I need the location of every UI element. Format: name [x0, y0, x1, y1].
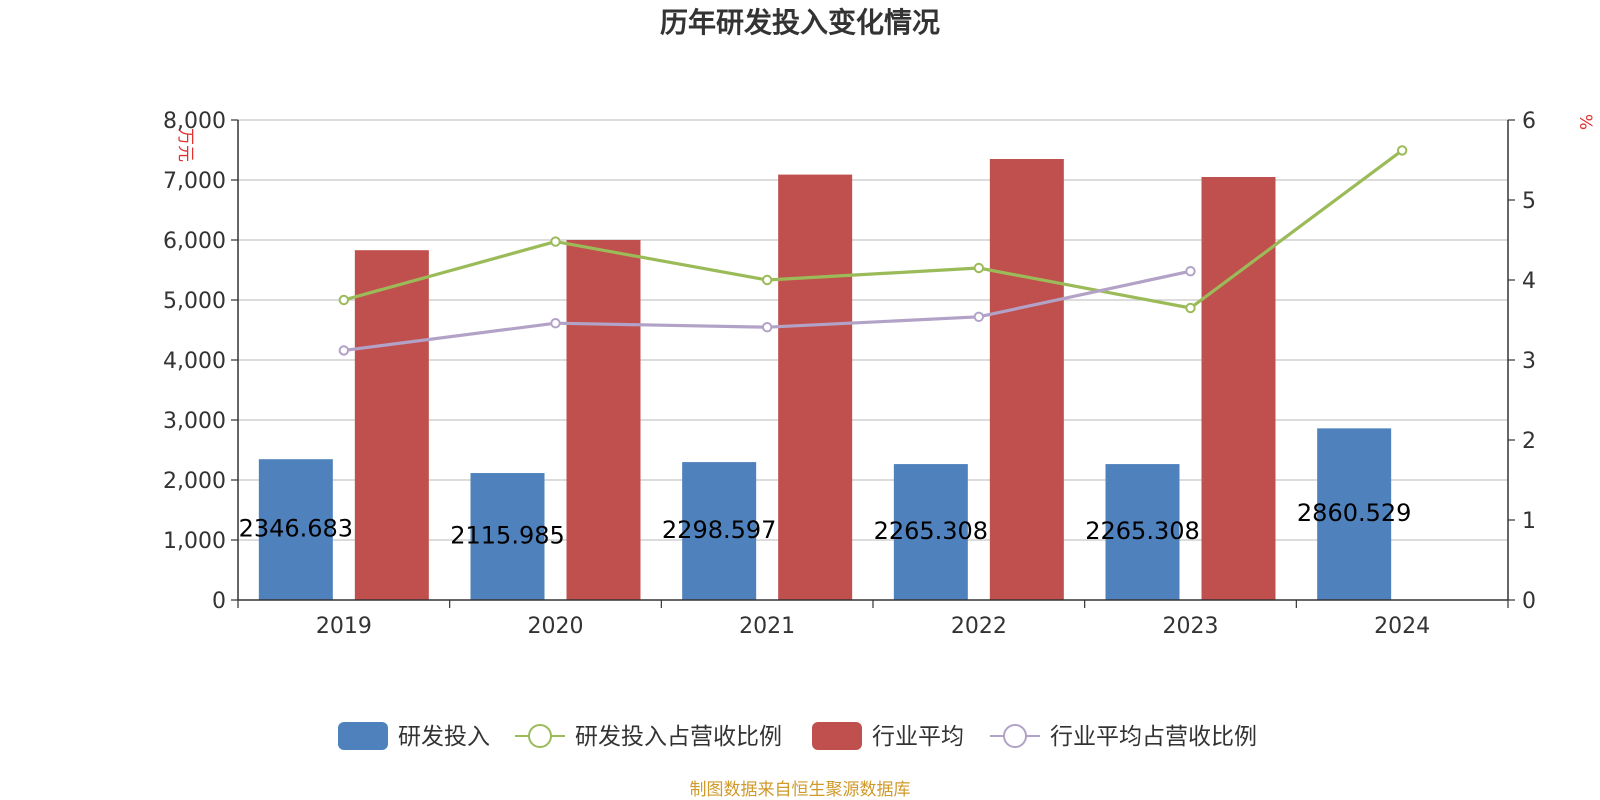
legend-item: 行业平均占营收比例 — [990, 724, 1257, 750]
point-rd-ratio — [1185, 302, 1196, 314]
left-axis-tick-label: 3,000 — [163, 409, 226, 434]
point-rd-ratio — [338, 294, 350, 306]
left-axis-tick-label: 7,000 — [163, 169, 226, 194]
x-axis-tick-label: 2021 — [739, 614, 795, 639]
legend-swatch-industry-average — [812, 722, 862, 750]
bar-rd-investment — [682, 462, 757, 600]
bar-industry-average — [566, 240, 641, 600]
left-axis-tick-label: 4,000 — [163, 349, 226, 374]
bar-rd-investment — [1105, 464, 1180, 600]
left-axis-unit: 万元 — [175, 128, 195, 162]
data-label: 2265.308 — [1085, 517, 1200, 545]
left-axis-tick-label: 2,000 — [163, 469, 226, 494]
point-industry-ratio — [550, 318, 561, 329]
legend-label: 行业平均 — [872, 724, 964, 750]
left-axis-tick-label: 5,000 — [163, 289, 226, 314]
chart-title: 历年研发投入变化情况 — [660, 6, 940, 39]
bars — [258, 159, 1392, 600]
data-labels: 2346.683 2115.985 2298.597 2265.308 2265.308… — [239, 499, 1412, 549]
line-rd-ratio — [343, 149, 1404, 310]
legend-item: 研发投入 — [338, 722, 490, 750]
axes: 0 1,000 2,000 3,000 4,000 5,000 6,000 7,000 8,00… — [163, 109, 1536, 639]
x-axis-tick-label: 2023 — [1163, 614, 1219, 639]
x-axis-tick-label: 2024 — [1374, 614, 1430, 639]
right-axis-tick-label: 2 — [1522, 429, 1536, 454]
legend-marker — [528, 724, 552, 748]
data-label: 2860.529 — [1297, 499, 1412, 527]
lines — [338, 145, 1408, 356]
point-rd-ratio — [1396, 145, 1408, 156]
bar-rd-investment — [1317, 428, 1392, 600]
point-rd-ratio — [550, 236, 561, 247]
right-axis-tick-label: 5 — [1522, 189, 1536, 214]
legend-label: 行业平均占营收比例 — [1050, 724, 1257, 750]
x-axis-tick-label: 2020 — [528, 614, 584, 639]
data-label: 2265.308 — [874, 517, 989, 545]
legend: 研发投入 研发投入占营收比例 行业平均 行业平均占营收比例 — [338, 722, 1257, 750]
data-label: 2115.985 — [450, 522, 565, 550]
bar-industry-average — [354, 250, 429, 600]
gridlines — [238, 119, 1508, 541]
data-label: 2298.597 — [662, 516, 777, 544]
legend-label: 研发投入占营收比例 — [575, 724, 782, 750]
left-axis-tick-label: 0 — [212, 589, 226, 614]
point-rd-ratio — [973, 262, 985, 274]
source-note: 制图数据来自恒生聚源数据库 — [690, 780, 911, 800]
bar-rd-investment — [893, 464, 968, 600]
legend-marker — [1003, 724, 1027, 748]
bar-rd-investment — [258, 459, 333, 600]
left-axis-tick-label: 6,000 — [163, 229, 226, 254]
bar-industry-average — [778, 174, 853, 600]
point-industry-ratio — [973, 311, 985, 322]
right-axis-unit: % — [1575, 114, 1595, 130]
right-axis-tick-label: 1 — [1522, 509, 1536, 534]
legend-label: 研发投入 — [398, 724, 490, 750]
bar-rd-investment — [470, 473, 545, 600]
right-axis-tick-label: 0 — [1522, 589, 1536, 614]
point-rd-ratio — [761, 274, 773, 286]
legend-item: 行业平均 — [812, 722, 964, 750]
right-axis-tick-label: 3 — [1522, 349, 1536, 374]
bar-industry-average — [989, 159, 1064, 600]
right-axis-tick-label: 6 — [1522, 109, 1536, 134]
left-axis-tick-label: 1,000 — [163, 529, 226, 554]
legend-item: 研发投入占营收比例 — [515, 724, 782, 750]
legend-swatch-rd-investment — [338, 722, 388, 750]
right-axis-tick-label: 4 — [1522, 269, 1536, 294]
point-industry-ratio — [1185, 266, 1196, 277]
point-industry-ratio — [761, 322, 773, 333]
x-axis-tick-label: 2022 — [951, 614, 1007, 639]
data-label: 2346.683 — [239, 515, 354, 543]
x-axis-tick-label: 2019 — [316, 614, 372, 639]
point-industry-ratio — [338, 345, 350, 356]
bar-industry-average — [1201, 177, 1276, 600]
left-axis-tick-label: 8,000 — [163, 109, 226, 134]
